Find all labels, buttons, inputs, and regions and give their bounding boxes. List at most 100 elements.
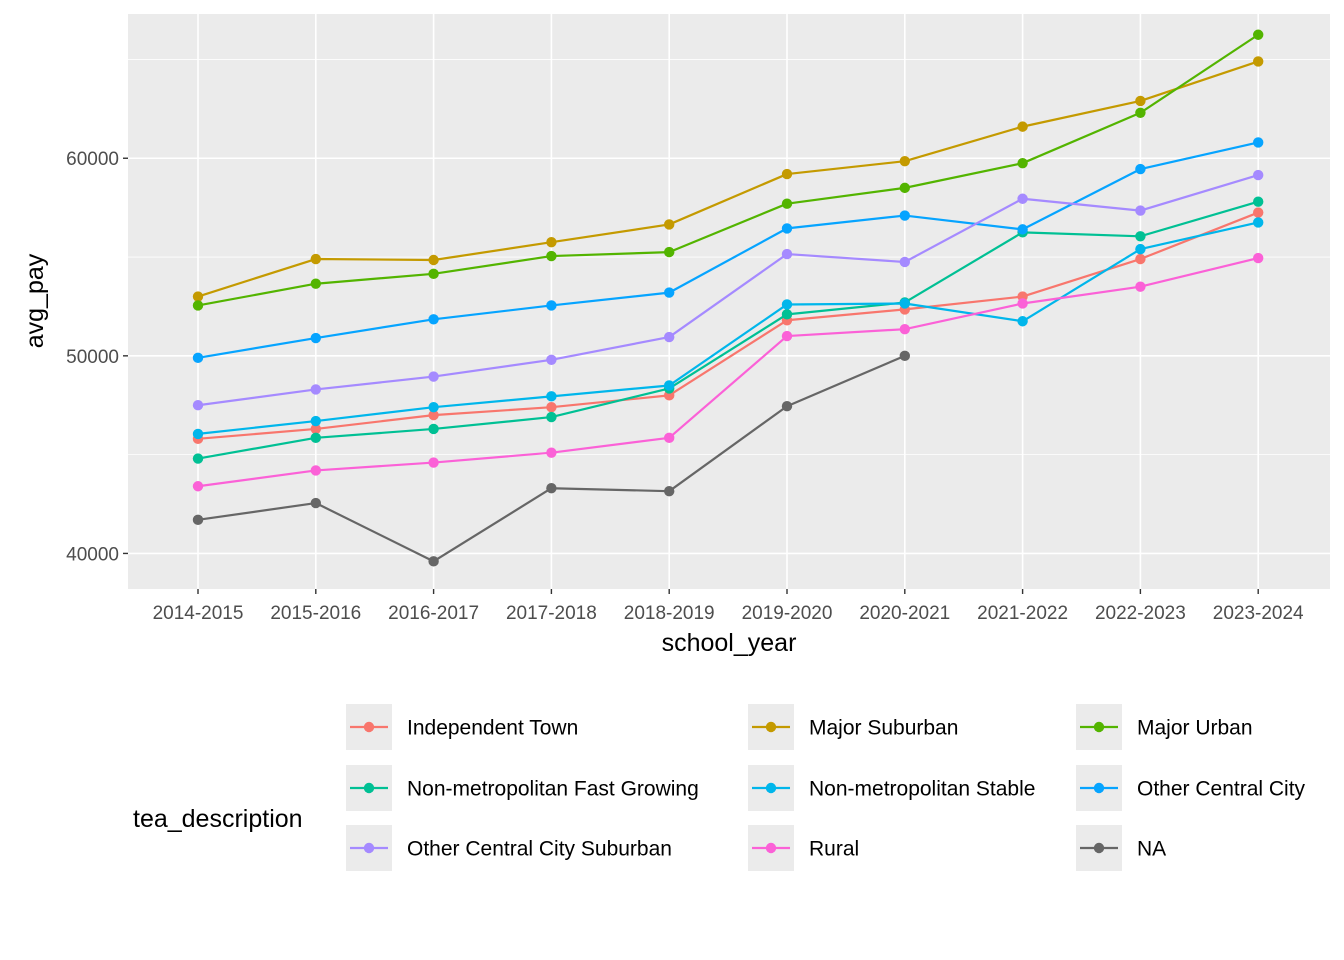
legend-label: Non-metropolitan Stable (809, 778, 1035, 801)
series-point (428, 409, 439, 421)
series-point (781, 168, 793, 180)
series-point (899, 298, 910, 309)
x-tick-label: 2017-2018 (506, 603, 597, 624)
series-point (546, 354, 557, 365)
series-point (664, 432, 675, 444)
series-point (1253, 56, 1264, 67)
legend: tea_description Independent Town Major Su… (133, 704, 1306, 871)
series-point (192, 428, 204, 440)
legend-item: Major Suburban (748, 704, 958, 750)
series-point (1253, 217, 1264, 228)
series-point (1017, 193, 1028, 204)
series-point (310, 423, 321, 435)
series-point (1135, 231, 1146, 242)
series-point (192, 453, 204, 464)
series-line (197, 173, 1259, 407)
series-point (192, 400, 204, 411)
series-point (1135, 243, 1146, 255)
series-point (899, 210, 910, 221)
series-point (1253, 137, 1264, 148)
legend-label: Independent Town (407, 717, 578, 740)
series-point (310, 278, 321, 289)
series-point (428, 371, 439, 382)
series-point (1017, 121, 1028, 132)
series-point (546, 250, 557, 262)
series-point (428, 254, 439, 266)
x-tick-label: 2022-2023 (1095, 603, 1186, 624)
legend-key-point (765, 782, 777, 794)
x-tick-label: 2014-2015 (153, 603, 244, 624)
series-point (1017, 298, 1028, 309)
series-point (428, 423, 439, 435)
grid-minor (128, 59, 1330, 456)
legend-item: NA (1076, 825, 1166, 871)
series-point (781, 299, 793, 310)
series-point (428, 402, 439, 413)
series-point (1253, 196, 1264, 207)
series-point (664, 380, 675, 391)
legend-label: Major Suburban (809, 717, 958, 740)
x-tick-label: 2015-2016 (270, 603, 361, 624)
series-point (1017, 157, 1028, 169)
series-point (310, 384, 321, 395)
series-point (1017, 316, 1028, 327)
series-layer (192, 29, 1264, 567)
legend-key-point (1093, 782, 1105, 794)
legend-label: Non-metropolitan Fast Growing (407, 778, 699, 801)
series-point (899, 350, 910, 362)
y-tick-label: 40000 (66, 544, 119, 565)
series-point (192, 291, 204, 302)
series-point (1135, 163, 1146, 175)
series-point (428, 556, 439, 567)
legend-key-point (363, 842, 375, 854)
series-point (192, 514, 204, 526)
legend-item: Other Central City Suburban (346, 825, 672, 871)
series-point (310, 432, 321, 444)
series-line (197, 200, 1259, 460)
series-point (781, 248, 793, 260)
legend-key-point (363, 721, 375, 733)
series-point (546, 411, 557, 423)
plot-panel (128, 14, 1330, 589)
series-line (197, 221, 1259, 435)
legend-label: NA (1137, 838, 1166, 861)
series-point (781, 223, 793, 234)
series-point (192, 300, 204, 311)
x-tick-label: 2020-2021 (859, 603, 950, 624)
y-axis-title: avg_pay (21, 253, 49, 348)
x-tick-label: 2019-2020 (742, 603, 833, 624)
legend-item: Rural (748, 825, 859, 871)
legend-key-point (1093, 842, 1105, 854)
series-point (781, 401, 793, 412)
series-point (310, 253, 321, 265)
series-point (664, 219, 675, 230)
series-point (192, 352, 204, 364)
series-point (546, 483, 557, 494)
series-line (197, 33, 1259, 307)
y-axis: 40000 50000 60000 (66, 149, 128, 565)
series-point (664, 331, 675, 343)
series-point (1135, 107, 1146, 118)
series-point (546, 402, 557, 413)
series-point (1135, 95, 1146, 107)
series-line (197, 211, 1259, 440)
series-point (310, 415, 321, 427)
series-line (197, 256, 1259, 488)
series-point (428, 314, 439, 325)
series-point (1253, 207, 1264, 218)
series-point (664, 485, 675, 497)
series-point (899, 156, 910, 167)
y-tick-label: 50000 (66, 347, 119, 368)
y-tick-label: 60000 (66, 149, 119, 170)
x-axis: 2014-2015 2015-2016 2016-2017 2017-2018 2018… (153, 589, 1304, 624)
legend-item: Non-metropolitan Stable (748, 765, 1035, 811)
series-point (546, 447, 557, 458)
series-point (1135, 281, 1146, 292)
series-point (664, 287, 675, 298)
legend-item: Independent Town (346, 704, 578, 750)
series-point (781, 330, 793, 342)
x-axis-title: school_year (662, 629, 797, 657)
legend-item: Other Central City (1076, 765, 1306, 811)
series-point (546, 391, 557, 402)
